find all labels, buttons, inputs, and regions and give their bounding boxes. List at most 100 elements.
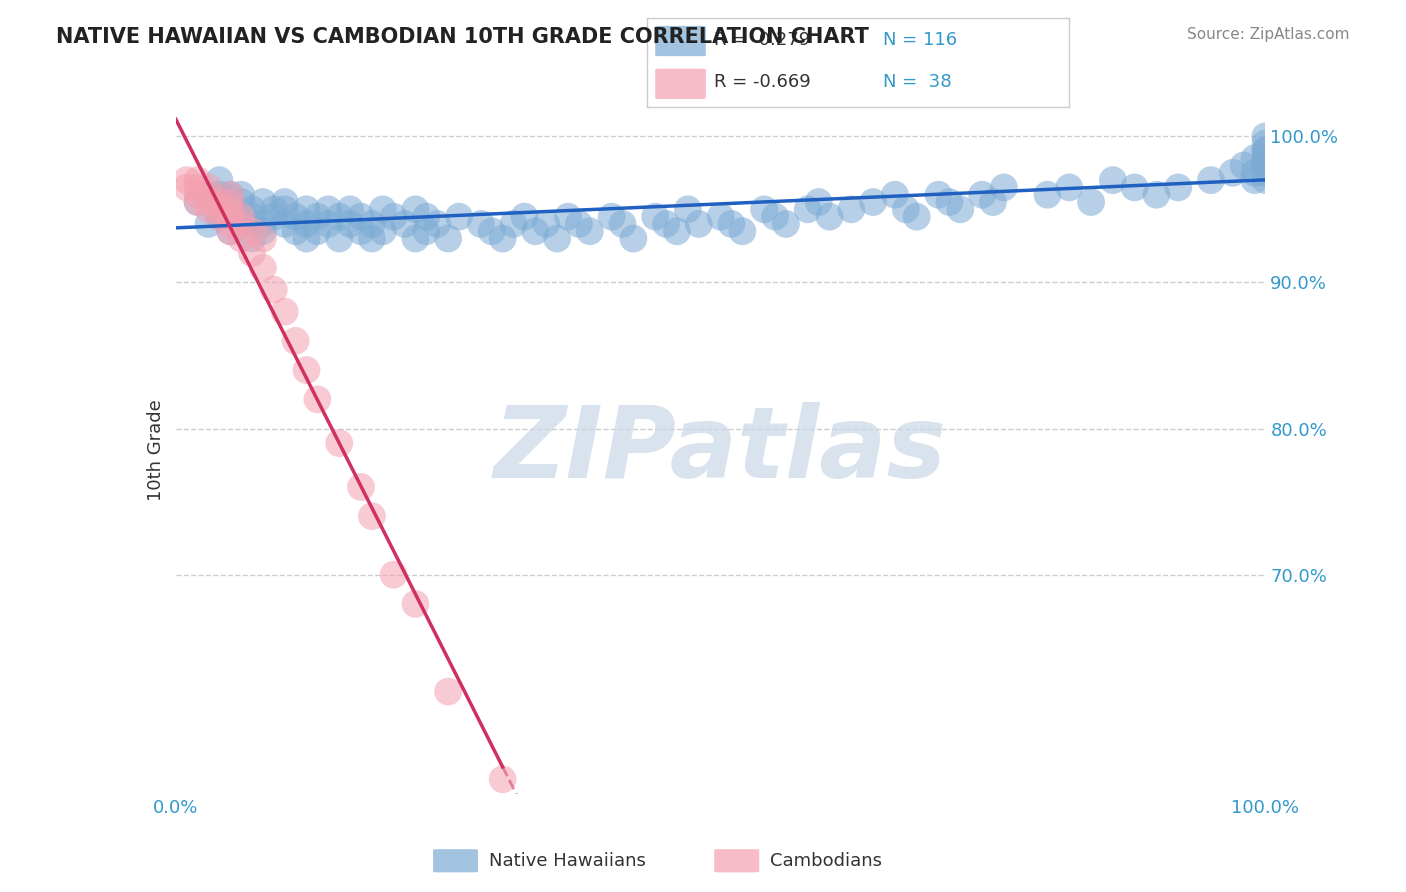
Point [993, 180, 1015, 194]
Point [1036, 187, 1059, 202]
Point [1254, 159, 1277, 173]
Point [274, 194, 297, 209]
Point [371, 224, 394, 238]
Point [1080, 194, 1102, 209]
Point [731, 224, 754, 238]
Point [295, 202, 318, 217]
Point [231, 210, 253, 224]
Point [492, 231, 515, 245]
FancyBboxPatch shape [714, 849, 759, 872]
Point [546, 231, 568, 245]
Point [938, 194, 960, 209]
Point [307, 224, 329, 238]
Point [208, 210, 231, 224]
Point [360, 509, 382, 524]
Point [208, 187, 231, 202]
Point [600, 210, 623, 224]
Point [710, 210, 733, 224]
Point [240, 210, 263, 224]
Point [186, 194, 209, 209]
Point [208, 202, 231, 217]
Point [219, 187, 242, 202]
Point [796, 202, 818, 217]
Point [775, 217, 797, 231]
Point [437, 684, 460, 698]
Point [318, 202, 340, 217]
Point [1199, 173, 1222, 187]
Point [176, 180, 198, 194]
Point [405, 231, 427, 245]
Point [928, 187, 950, 202]
Point [219, 202, 242, 217]
Text: R = -0.669: R = -0.669 [714, 73, 811, 91]
Point [426, 217, 449, 231]
Point [350, 480, 373, 494]
Point [231, 217, 253, 231]
Point [208, 194, 231, 209]
Point [240, 202, 263, 217]
Point [328, 210, 350, 224]
Point [621, 231, 644, 245]
Point [818, 210, 841, 224]
Point [415, 210, 437, 224]
Point [252, 217, 274, 231]
Point [1243, 151, 1265, 165]
Point [524, 224, 547, 238]
Text: N = 116: N = 116 [883, 31, 957, 49]
Point [644, 210, 666, 224]
Point [437, 231, 460, 245]
Point [1222, 166, 1244, 180]
Point [1243, 166, 1265, 180]
Point [1254, 151, 1277, 165]
Point [1254, 129, 1277, 144]
Point [274, 304, 297, 318]
Point [339, 202, 361, 217]
Point [284, 210, 307, 224]
Point [295, 231, 318, 245]
Point [350, 224, 373, 238]
Point [263, 283, 285, 297]
Point [231, 187, 253, 202]
Point [208, 173, 231, 187]
Point [807, 194, 830, 209]
Point [492, 772, 515, 787]
Point [263, 202, 285, 217]
Point [219, 210, 242, 224]
Point [1167, 180, 1189, 194]
Point [284, 224, 307, 238]
Point [219, 224, 242, 238]
Point [176, 173, 198, 187]
Point [970, 187, 993, 202]
Point [949, 202, 972, 217]
Point [981, 194, 1004, 209]
Text: N =  38: N = 38 [883, 73, 952, 91]
Point [219, 187, 242, 202]
Point [252, 194, 274, 209]
Point [186, 180, 209, 194]
Point [1123, 180, 1146, 194]
Point [328, 436, 350, 450]
Text: Cambodians: Cambodians [770, 852, 883, 870]
Point [1254, 166, 1277, 180]
Point [754, 202, 776, 217]
Point [513, 210, 536, 224]
Point [447, 210, 470, 224]
Point [208, 210, 231, 224]
Point [905, 210, 928, 224]
Point [1254, 159, 1277, 173]
Point [197, 187, 219, 202]
Point [884, 187, 907, 202]
Point [240, 231, 263, 245]
Point [274, 217, 297, 231]
Point [720, 217, 742, 231]
Point [688, 217, 710, 231]
Point [307, 210, 329, 224]
Point [557, 210, 579, 224]
Point [382, 210, 405, 224]
Point [339, 217, 361, 231]
Point [676, 202, 699, 217]
Point [231, 231, 253, 245]
Point [763, 210, 786, 224]
Point [295, 363, 318, 377]
Point [197, 217, 219, 231]
